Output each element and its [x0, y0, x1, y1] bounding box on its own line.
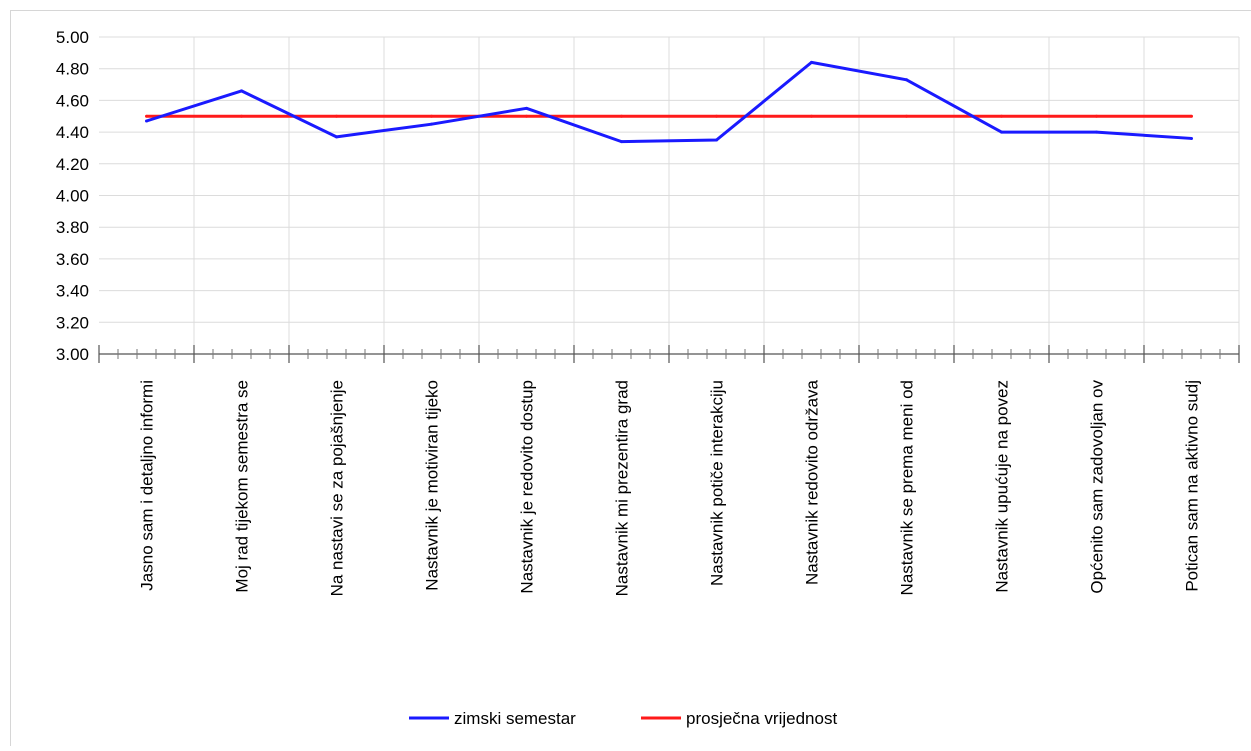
legend-label: zimski semestar: [454, 709, 576, 728]
y-tick-label: 3.40: [56, 282, 89, 301]
data-point: [335, 135, 338, 139]
y-tick-label: 3.00: [56, 345, 89, 364]
y-tick-label: 3.80: [56, 218, 89, 237]
data-point: [1095, 114, 1098, 118]
x-tick-label: Nastavnik se prema meni od: [898, 380, 917, 595]
data-point: [430, 114, 433, 118]
data-point: [1190, 114, 1193, 118]
data-point: [1095, 130, 1098, 134]
x-tick-label: Nastavnik mi prezentira grad: [613, 380, 632, 596]
y-tick-label: 4.80: [56, 60, 89, 79]
y-tick-label: 4.40: [56, 123, 89, 142]
data-point: [810, 114, 813, 118]
series-line-1: [146, 60, 1192, 144]
x-tick-label: Potican sam na aktivno sudj: [1183, 380, 1202, 592]
data-point: [240, 114, 243, 118]
data-point: [715, 138, 718, 142]
data-point: [1000, 130, 1003, 134]
series-layer: [145, 60, 1193, 144]
x-tick-label: Općenito sam zadovoljan ov: [1088, 380, 1107, 594]
legend: zimski semestar prosječna vrijednost: [409, 709, 837, 728]
line-chart: 3.00 3.20 3.40 3.60 3.80 4.00 4.20 4.40 4.60 4.80…: [56, 28, 1240, 728]
data-point: [525, 106, 528, 110]
data-point: [620, 140, 623, 144]
y-tick-label: 4.00: [56, 187, 89, 206]
x-tick-label: Nastavnik upućuje na povez: [993, 380, 1012, 593]
x-tick-label: Na nastavi se za pojašnjenje: [328, 380, 347, 596]
x-tick-label: Nastavnik je redovito dostup: [518, 380, 537, 594]
data-point: [145, 114, 148, 118]
y-tick-label: 4.20: [56, 155, 89, 174]
x-tick-label: Nastavnik redovito održava: [803, 379, 822, 585]
data-point: [1190, 136, 1193, 140]
x-tick-label: Moj rad tijekom semestra se: [233, 380, 252, 593]
data-point: [145, 119, 148, 123]
data-point: [240, 89, 243, 93]
y-tick-label: 3.20: [56, 313, 89, 332]
data-point: [715, 114, 718, 118]
data-point: [335, 114, 338, 118]
data-point: [905, 78, 908, 82]
x-tick-label: Nastavnik je motiviran tijeko: [423, 380, 442, 591]
axis-layer: 3.00 3.20 3.40 3.60 3.80 4.00 4.20 4.40 4.60 4.80…: [56, 28, 1240, 596]
data-point: [905, 114, 908, 118]
data-point: [620, 114, 623, 118]
chart-frame: 3.00 3.20 3.40 3.60 3.80 4.00 4.20 4.40 4.60 4.80…: [10, 10, 1251, 746]
data-point: [810, 60, 813, 64]
grid-layer: [99, 36, 1240, 354]
x-tick-label: Jasno sam i detaljno informi: [138, 380, 157, 591]
x-tick-label: Nastavnik potiče interakciju: [708, 380, 727, 586]
data-point: [525, 114, 528, 118]
y-tick-label: 3.60: [56, 250, 89, 269]
data-point: [430, 122, 433, 126]
data-point: [1000, 114, 1003, 118]
y-tick-label: 5.00: [56, 28, 89, 47]
legend-label: prosječna vrijednost: [686, 709, 837, 728]
y-tick-label: 4.60: [56, 91, 89, 110]
